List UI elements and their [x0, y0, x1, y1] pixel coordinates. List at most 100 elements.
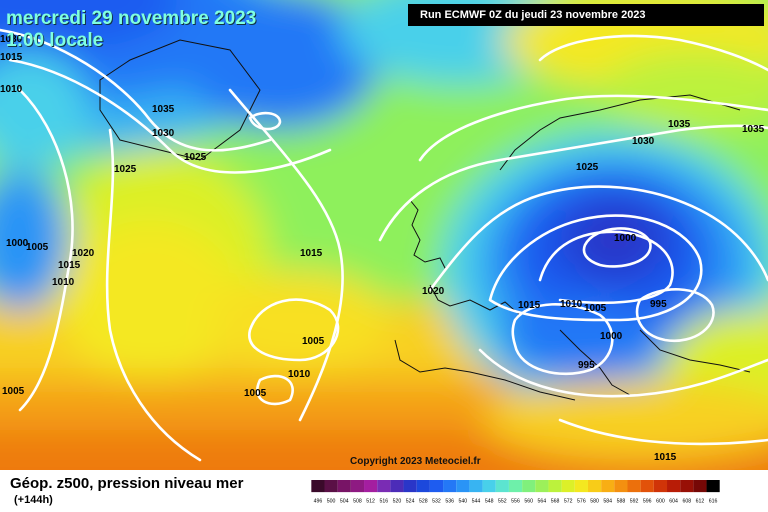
- scale-swatch: [508, 480, 523, 493]
- scale-tick-label: 512: [366, 499, 375, 505]
- isobar-line: [511, 303, 614, 376]
- isobar-line: [378, 124, 768, 242]
- scale-swatch: [640, 480, 654, 493]
- scale-tick-label: 552: [498, 499, 507, 505]
- isobar-labels: 1035 1030 1025 1015 1020 1010 1005 1000 …: [0, 34, 765, 463]
- scale-swatch: [482, 480, 496, 493]
- scale-tick-label: 520: [393, 499, 402, 505]
- isobar-label: 1015: [654, 452, 677, 463]
- isobar-label: 995: [578, 360, 595, 371]
- isobar-label: 1005: [26, 242, 49, 253]
- isobar-label: 1000: [614, 233, 637, 244]
- isobar-label: 1015: [0, 52, 23, 63]
- map-canvas: 1035 1030 1025 1015 1020 1010 1005 1000 …: [0, 0, 768, 470]
- isobar-label: 1010: [52, 277, 75, 288]
- isobar-line: [248, 298, 340, 362]
- scale-swatch: [667, 480, 681, 493]
- scale-tick-label: 596: [643, 499, 652, 505]
- isobar-label: 1025: [184, 152, 207, 163]
- isobar-line: [0, 28, 272, 152]
- isobar-line: [228, 88, 344, 422]
- isobar-label: 1015: [518, 300, 541, 311]
- scale-swatch: [429, 480, 444, 493]
- scale-tick-label: 612: [696, 499, 705, 505]
- scale-swatch: [587, 480, 602, 493]
- isobar-label: 1000: [600, 331, 623, 342]
- scale-tick-label: 584: [603, 499, 612, 505]
- geopotential-map: 1035 1030 1025 1015 1020 1010 1005 1000 …: [0, 0, 768, 470]
- scale-swatch: [377, 480, 391, 493]
- scale-tick-label: 524: [406, 499, 415, 505]
- scale-tick-label: 560: [524, 499, 533, 505]
- map-field-title: Géop. z500, pression niveau mer: [10, 475, 244, 492]
- italy-coast: [559, 329, 631, 396]
- scale-swatch: [627, 480, 641, 493]
- coastlines: [99, 39, 751, 401]
- forecast-local-time: 1:00 locale: [6, 30, 104, 51]
- geopotential-field: [0, 0, 768, 470]
- scale-tick-label: 500: [327, 499, 336, 505]
- scale-tick-label: 608: [682, 499, 691, 505]
- isobar-label: 1005: [302, 336, 325, 347]
- isobar-line: [256, 374, 294, 406]
- isobar-label: 1030: [632, 136, 655, 147]
- legend-footer: Géop. z500, pression niveau mer (+144h) …: [0, 470, 768, 512]
- scale-swatch: [403, 480, 417, 493]
- isobar-line: [538, 34, 768, 72]
- scale-tick-label: 496: [314, 499, 323, 505]
- scale-swatch: [561, 480, 575, 493]
- scale-swatch: [706, 480, 720, 493]
- greenland-coast: [99, 39, 261, 161]
- scale-swatch: [364, 480, 378, 493]
- scale-swatch: [337, 480, 351, 493]
- balkans-coast: [639, 329, 751, 373]
- isobar-label: 1035: [742, 124, 765, 135]
- isobar-line: [558, 418, 768, 446]
- isobar-label: 1025: [576, 162, 599, 173]
- copyright-notice: Copyright 2023 Meteociel.fr: [350, 456, 481, 467]
- isobar-line: [538, 230, 674, 305]
- isobar-line: [488, 214, 703, 322]
- scale-tick-label: 528: [419, 499, 428, 505]
- scale-swatch: [680, 480, 694, 493]
- scale-swatch: [601, 480, 615, 493]
- isobar-label: 1020: [422, 286, 445, 297]
- scale-swatch: [416, 480, 430, 493]
- scale-swatch: [324, 480, 338, 493]
- isobar-line: [478, 348, 768, 398]
- isobar-label: 1010: [0, 84, 23, 95]
- scale-tick-label: 536: [445, 499, 454, 505]
- forecast-lead-time: (+144h): [14, 494, 53, 506]
- isobar-label: 1030: [152, 128, 175, 139]
- isobar-line: [8, 58, 332, 174]
- isobar-label: 995: [650, 299, 667, 310]
- isobar-label: 1010: [560, 299, 583, 310]
- forecast-datetime: mercredi 29 novembre 2023 1:00 locale: [6, 8, 256, 52]
- british-isles-coast: [409, 199, 447, 271]
- isobars: [0, 28, 768, 462]
- scale-tick-label: 504: [340, 499, 349, 505]
- model-run-banner: Run ECMWF 0Z du jeudi 23 novembre 2023: [408, 4, 764, 26]
- scale-swatch: [495, 480, 509, 493]
- scale-swatch: [653, 480, 668, 493]
- scale-tick-label: 588: [617, 499, 626, 505]
- scale-tick-label: 572: [564, 499, 573, 505]
- isobar-line: [105, 128, 202, 462]
- scale-swatch: [469, 480, 483, 493]
- isobar-line: [582, 227, 652, 268]
- isobar-label: 1015: [300, 248, 323, 259]
- scale-swatch: [390, 480, 404, 493]
- isobar-label: 1005: [584, 303, 607, 314]
- isobar-label: 1010: [288, 369, 311, 380]
- isobar-label: 1035: [668, 119, 691, 130]
- scale-swatch: [548, 480, 562, 493]
- scale-swatch: [574, 480, 588, 493]
- scale-tick-label: 600: [656, 499, 665, 505]
- isobar-label: 1005: [2, 386, 25, 397]
- scale-tick-label: 564: [538, 499, 547, 505]
- scale-tick-label: 556: [511, 499, 520, 505]
- scale-tick-label: 576: [577, 499, 586, 505]
- isobar-label: 1000: [6, 238, 29, 249]
- isobar-line: [418, 94, 768, 162]
